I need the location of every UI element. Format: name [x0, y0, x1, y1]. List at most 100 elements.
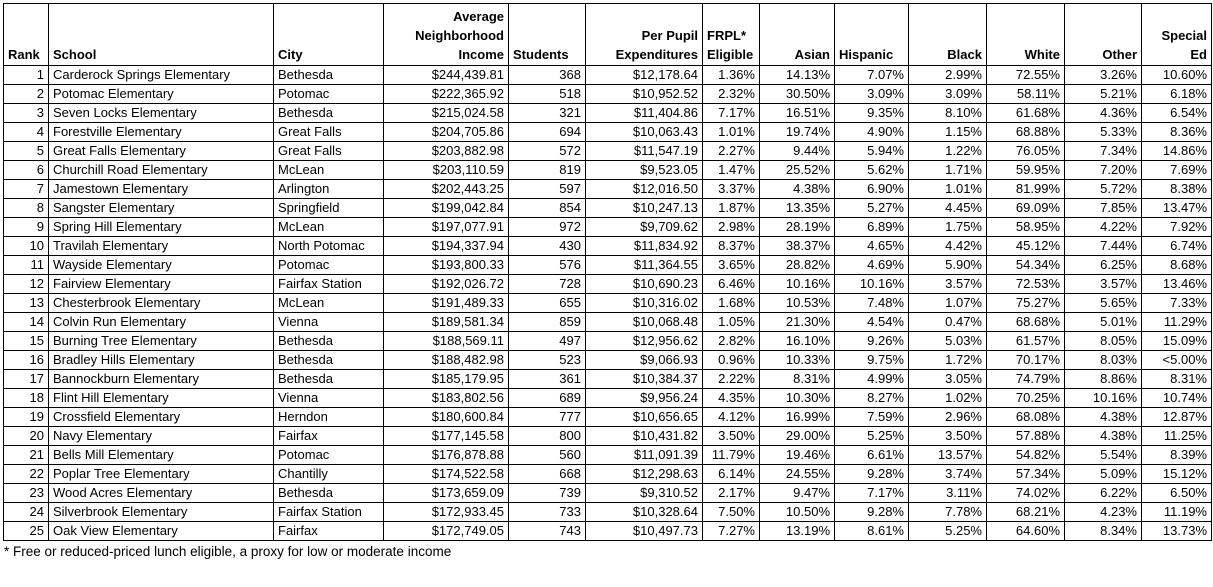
cell-white: 81.99%	[986, 179, 1065, 199]
cell-avg_neighborhood_income: $188,482.98	[383, 350, 509, 370]
cell-per_pupil_expenditures: $12,016.50	[585, 179, 703, 199]
cell-city: Vienna	[273, 388, 384, 408]
cell-school: Carderock Springs Elementary	[48, 65, 274, 85]
cell-school: Fairview Elementary	[48, 274, 274, 294]
cell-other: 7.44%	[1064, 236, 1142, 256]
cell-city: North Potomac	[273, 236, 384, 256]
cell-school: Potomac Elementary	[48, 84, 274, 104]
cell-school: Spring Hill Elementary	[48, 217, 274, 237]
cell-special_ed: 11.19%	[1141, 502, 1212, 522]
cell-hispanic: 9.28%	[834, 502, 909, 522]
cell-hispanic: 4.69%	[834, 255, 909, 275]
cell-city: Bethesda	[273, 65, 384, 85]
cell-hispanic: 10.16%	[834, 274, 909, 294]
cell-students: 576	[508, 255, 586, 275]
cell-asian: 10.30%	[759, 388, 835, 408]
cell-special_ed: 8.38%	[1141, 179, 1212, 199]
cell-black: 8.10%	[908, 103, 987, 123]
cell-other: 4.38%	[1064, 407, 1142, 427]
cell-per_pupil_expenditures: $10,063.43	[585, 122, 703, 142]
cell-black: 5.25%	[908, 521, 987, 541]
cell-school: Crossfield Elementary	[48, 407, 274, 427]
cell-city: Potomac	[273, 84, 384, 104]
cell-school: Burning Tree Elementary	[48, 331, 274, 351]
cell-white: 74.02%	[986, 483, 1065, 503]
cell-avg_neighborhood_income: $188,569.11	[383, 331, 509, 351]
cell-school: Bradley Hills Elementary	[48, 350, 274, 370]
cell-frpl_eligible: 2.17%	[702, 483, 760, 503]
cell-students: 972	[508, 217, 586, 237]
table-row: 4 Forestville Elementary Great Falls $204,7…	[3, 122, 1212, 142]
table-row: 24 Silverbrook Elementary Fairfax Station $…	[3, 502, 1212, 522]
header-cell-frpl_eligible: FRPL* Eligible	[702, 3, 760, 66]
cell-students: 518	[508, 84, 586, 104]
cell-other: 5.21%	[1064, 84, 1142, 104]
cell-per_pupil_expenditures: $9,956.24	[585, 388, 703, 408]
cell-hispanic: 4.65%	[834, 236, 909, 256]
cell-black: 3.74%	[908, 464, 987, 484]
header-cell-rank: Rank	[3, 3, 49, 66]
cell-frpl_eligible: 1.87%	[702, 198, 760, 218]
cell-students: 694	[508, 122, 586, 142]
cell-per_pupil_expenditures: $10,952.52	[585, 84, 703, 104]
cell-white: 74.79%	[986, 369, 1065, 389]
cell-city: Vienna	[273, 312, 384, 332]
cell-rank: 1	[3, 65, 49, 85]
cell-avg_neighborhood_income: $194,337.94	[383, 236, 509, 256]
cell-other: 5.01%	[1064, 312, 1142, 332]
cell-asian: 10.16%	[759, 274, 835, 294]
cell-rank: 8	[3, 198, 49, 218]
cell-per_pupil_expenditures: $10,690.23	[585, 274, 703, 294]
cell-city: Bethesda	[273, 103, 384, 123]
cell-asian: 9.47%	[759, 483, 835, 503]
cell-per_pupil_expenditures: $11,364.55	[585, 255, 703, 275]
cell-asian: 10.50%	[759, 502, 835, 522]
cell-other: 7.34%	[1064, 141, 1142, 161]
header-cell-avg_neighborhood_income: Average Neighborhood Income	[383, 3, 509, 66]
cell-city: Chantilly	[273, 464, 384, 484]
table-row: 14 Colvin Run Elementary Vienna $189,581.34…	[3, 312, 1212, 332]
cell-frpl_eligible: 4.35%	[702, 388, 760, 408]
cell-rank: 16	[3, 350, 49, 370]
cell-rank: 3	[3, 103, 49, 123]
cell-other: 4.22%	[1064, 217, 1142, 237]
cell-asian: 10.33%	[759, 350, 835, 370]
cell-black: 7.78%	[908, 502, 987, 522]
cell-black: 13.57%	[908, 445, 987, 465]
table-row: 22 Poplar Tree Elementary Chantilly $174,52…	[3, 464, 1212, 484]
cell-avg_neighborhood_income: $174,522.58	[383, 464, 509, 484]
cell-other: 5.09%	[1064, 464, 1142, 484]
cell-asian: 19.74%	[759, 122, 835, 142]
cell-students: 854	[508, 198, 586, 218]
cell-frpl_eligible: 1.01%	[702, 122, 760, 142]
cell-students: 523	[508, 350, 586, 370]
table-row: 11 Wayside Elementary Potomac $193,800.33 57…	[3, 255, 1212, 275]
cell-asian: 13.19%	[759, 521, 835, 541]
cell-special_ed: 6.18%	[1141, 84, 1212, 104]
cell-frpl_eligible: 0.96%	[702, 350, 760, 370]
cell-school: Sangster Elementary	[48, 198, 274, 218]
cell-school: Navy Elementary	[48, 426, 274, 446]
header-cell-other: Other	[1064, 3, 1142, 66]
cell-avg_neighborhood_income: $176,878.88	[383, 445, 509, 465]
header-cell-city: City	[273, 3, 384, 66]
cell-students: 655	[508, 293, 586, 313]
table-row: 7 Jamestown Elementary Arlington $202,443.2…	[3, 179, 1212, 199]
cell-special_ed: 8.31%	[1141, 369, 1212, 389]
cell-asian: 25.52%	[759, 160, 835, 180]
cell-hispanic: 3.09%	[834, 84, 909, 104]
cell-frpl_eligible: 3.37%	[702, 179, 760, 199]
table-row: 9 Spring Hill Elementary McLean $197,077.91…	[3, 217, 1212, 237]
cell-frpl_eligible: 11.79%	[702, 445, 760, 465]
cell-white: 70.25%	[986, 388, 1065, 408]
cell-other: 4.23%	[1064, 502, 1142, 522]
cell-avg_neighborhood_income: $204,705.86	[383, 122, 509, 142]
cell-avg_neighborhood_income: $183,802.56	[383, 388, 509, 408]
cell-white: 61.68%	[986, 103, 1065, 123]
cell-school: Forestville Elementary	[48, 122, 274, 142]
cell-black: 3.11%	[908, 483, 987, 503]
cell-city: Great Falls	[273, 141, 384, 161]
cell-school: Bannockburn Elementary	[48, 369, 274, 389]
cell-other: 5.72%	[1064, 179, 1142, 199]
cell-students: 777	[508, 407, 586, 427]
